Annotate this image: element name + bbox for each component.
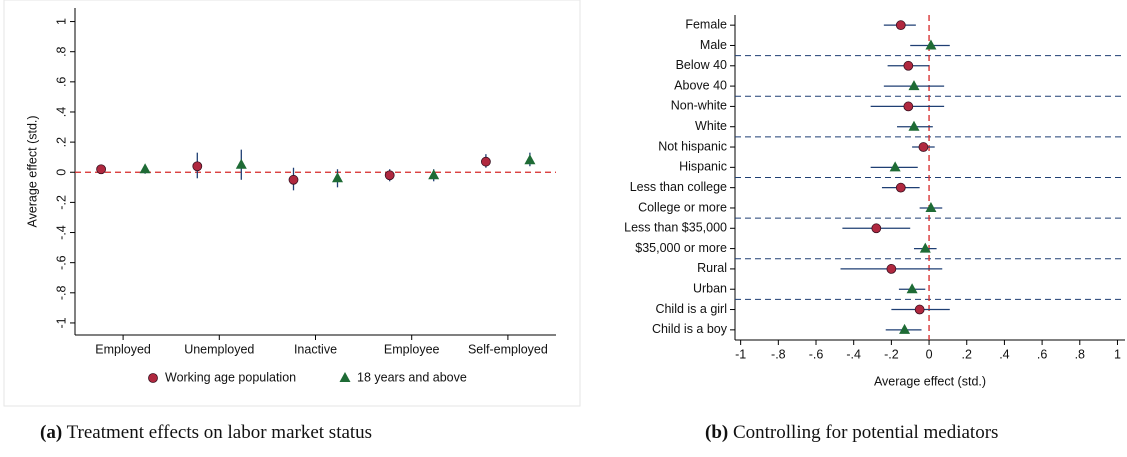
y-tick-label: Less than college <box>630 180 727 194</box>
y-tick-label: Above 40 <box>674 78 727 92</box>
y-tick-label: Non-white <box>671 99 727 113</box>
y-tick-label: Male <box>700 38 727 52</box>
marker <box>524 154 536 165</box>
marker <box>908 120 920 131</box>
marker <box>903 101 914 112</box>
caption-text: Controlling for potential mediators <box>733 422 998 443</box>
x-tick-label: Unemployed <box>184 342 254 356</box>
y-tick-label: Hispanic <box>679 160 727 174</box>
y-tick-label: .2 <box>54 137 68 147</box>
x-tick-label: .6 <box>1037 347 1047 361</box>
marker <box>428 169 440 180</box>
marker <box>919 242 931 253</box>
y-tick-label: -.6 <box>54 255 68 270</box>
y-tick-label: Below 40 <box>676 58 727 72</box>
marker <box>889 161 901 172</box>
y-tick-label: .4 <box>54 107 68 117</box>
y-tick-label: -1 <box>54 317 68 328</box>
x-tick-label: .2 <box>962 347 972 361</box>
caption-label: (b) <box>705 422 728 443</box>
marker <box>899 323 911 334</box>
marker <box>332 172 343 183</box>
marker <box>914 304 925 315</box>
marker <box>139 163 151 174</box>
legend-marker <box>148 373 158 383</box>
y-tick-label: -.4 <box>54 225 68 240</box>
marker <box>871 223 882 234</box>
x-tick-label: Employee <box>384 342 440 356</box>
x-tick-label: -.2 <box>884 347 899 361</box>
marker <box>480 156 491 167</box>
marker <box>384 170 395 181</box>
x-tick-label: -.4 <box>846 347 861 361</box>
y-tick-label: $35,000 or more <box>635 241 727 255</box>
x-tick-label: .8 <box>1075 347 1085 361</box>
x-tick-label: Self-employed <box>468 342 548 356</box>
legend-marker <box>339 372 351 382</box>
x-tick-label: -1 <box>735 347 746 361</box>
y-tick-label: Rural <box>697 261 727 275</box>
panel-frame <box>3 0 581 407</box>
x-tick-label: -.8 <box>771 347 786 361</box>
marker <box>903 60 914 71</box>
y-tick-label: 1 <box>54 18 68 25</box>
y-tick-label: Child is a girl <box>655 302 727 316</box>
y-tick-label: Female <box>685 17 727 31</box>
x-tick-label: .4 <box>999 347 1009 361</box>
marker <box>895 20 906 31</box>
y-tick-label: White <box>695 119 727 133</box>
legend-label: 18 years and above <box>357 370 467 384</box>
x-tick-label: 1 <box>1114 347 1121 361</box>
x-axis-label: Average effect (std.) <box>874 374 986 388</box>
y-axis-label: Average effect (std.) <box>25 115 39 227</box>
y-tick-label: .6 <box>54 77 68 87</box>
marker <box>192 161 203 172</box>
marker <box>906 283 918 294</box>
caption: (a) Treatment effects on labor market st… <box>40 422 372 443</box>
marker <box>925 39 937 50</box>
x-tick-label: Inactive <box>294 342 337 356</box>
caption-text: Treatment effects on labor market status <box>67 422 373 443</box>
y-tick-label: Less than $35,000 <box>624 221 727 235</box>
marker <box>908 80 920 91</box>
y-tick-label: Urban <box>693 282 727 296</box>
y-tick-label: Child is a boy <box>652 322 728 336</box>
x-tick-label: 0 <box>926 347 933 361</box>
y-tick-label: -.2 <box>54 195 68 210</box>
x-tick-label: Employed <box>95 342 151 356</box>
y-tick-label: .8 <box>54 46 68 56</box>
marker <box>288 174 299 185</box>
marker <box>96 164 106 175</box>
marker <box>895 182 906 193</box>
legend-label: Working age population <box>165 370 296 384</box>
marker <box>918 142 929 152</box>
marker <box>925 201 937 212</box>
marker <box>235 158 247 169</box>
y-tick-label: -.8 <box>54 285 68 300</box>
marker <box>886 264 897 274</box>
caption: (b) Controlling for potential mediators <box>705 422 998 443</box>
y-tick-label: College or more <box>638 200 727 214</box>
caption-label: (a) <box>40 422 62 443</box>
y-tick-label: 0 <box>54 169 68 176</box>
y-tick-label: Not hispanic <box>658 139 727 153</box>
x-tick-label: -.6 <box>809 347 824 361</box>
